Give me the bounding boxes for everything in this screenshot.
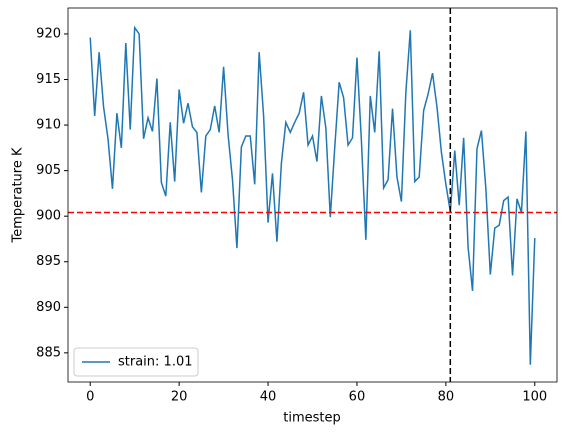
x-tick-label: 0 <box>86 390 94 405</box>
x-tick-label: 40 <box>260 390 277 405</box>
x-tick-label: 60 <box>349 390 366 405</box>
y-tick-label: 905 <box>36 163 61 178</box>
y-axis-label: Temperature K <box>11 147 26 243</box>
y-tick-label: 895 <box>36 254 61 269</box>
y-tick-label: 900 <box>36 209 61 224</box>
x-tick-label: 80 <box>438 390 455 405</box>
legend-box <box>73 347 199 377</box>
y-tick-label: 890 <box>36 300 61 315</box>
x-axis-label: timestep <box>283 411 341 426</box>
legend-label: strain: 1.01 <box>118 355 193 370</box>
y-tick-label: 915 <box>36 72 61 87</box>
y-tick-label: 920 <box>36 26 61 41</box>
x-tick-label: 100 <box>522 390 547 405</box>
x-tick-label: 20 <box>171 390 188 405</box>
y-tick-label: 885 <box>36 345 61 360</box>
axes-frame <box>67 7 558 383</box>
y-tick-label: 910 <box>36 118 61 133</box>
data-line <box>89 25 536 365</box>
